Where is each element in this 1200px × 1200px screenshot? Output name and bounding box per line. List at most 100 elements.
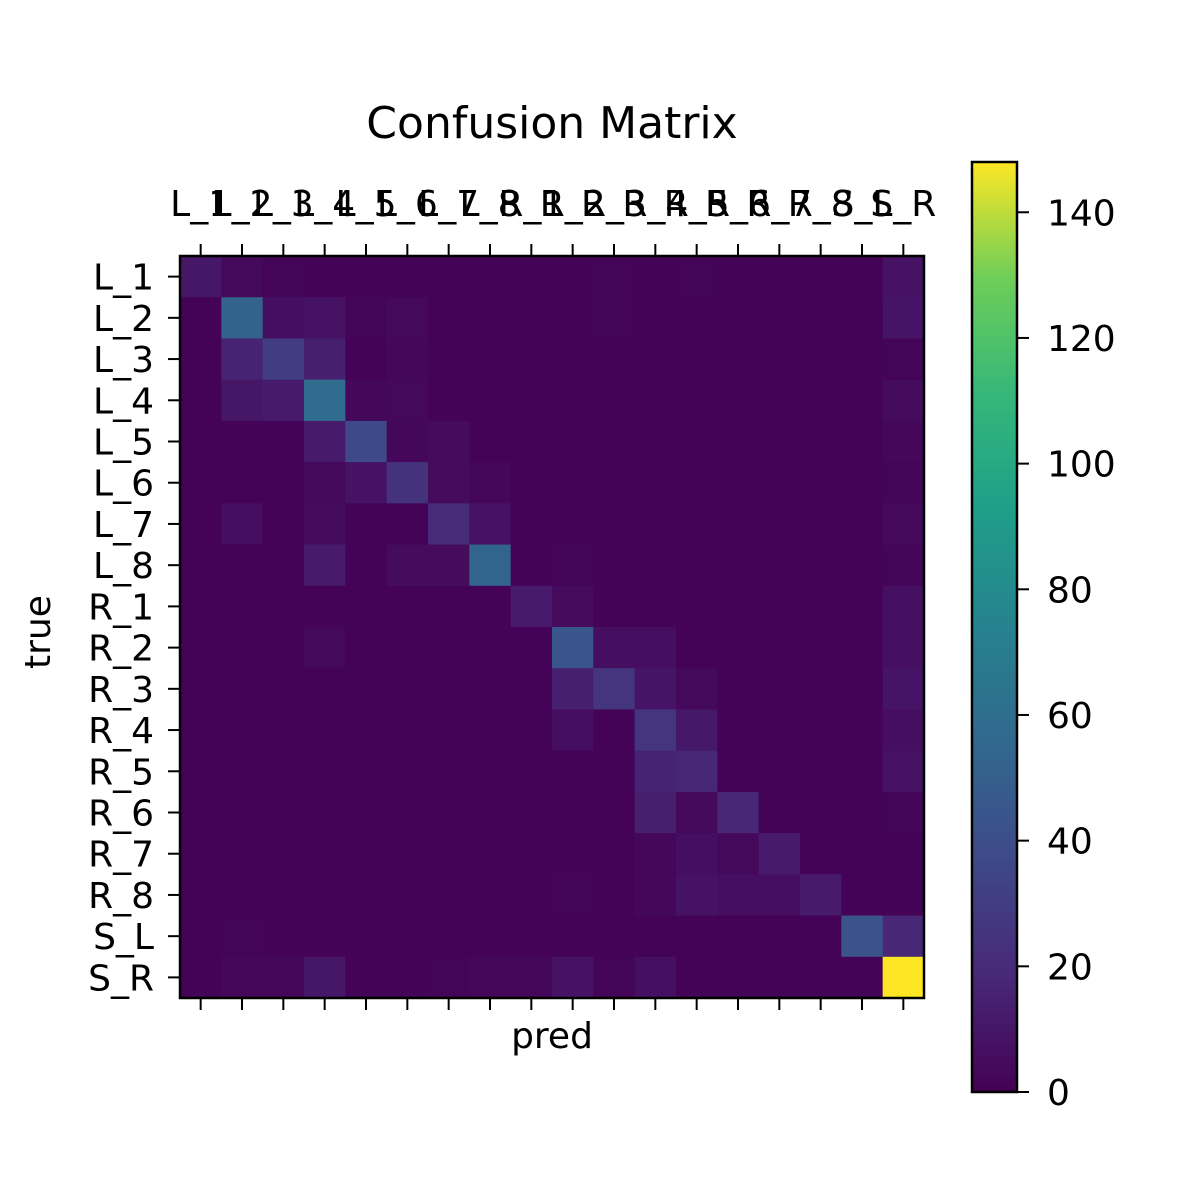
heatmap-cell xyxy=(717,503,760,546)
heatmap-cell xyxy=(510,915,553,958)
heatmap-cell xyxy=(841,462,884,504)
heatmap-cell xyxy=(428,874,470,917)
x-tick-label: R_2 xyxy=(540,184,606,225)
y-tick-label: L_7 xyxy=(93,505,154,546)
heatmap-cell xyxy=(469,420,512,463)
heatmap-cell xyxy=(841,833,884,875)
heatmap-cell xyxy=(717,915,760,958)
heatmap-cell xyxy=(841,874,884,917)
heatmap-cell xyxy=(552,297,594,340)
heatmap-cell xyxy=(428,956,470,999)
heatmap-cell xyxy=(386,544,429,587)
heatmap-cell xyxy=(510,338,553,381)
x-tick-label: L_2 xyxy=(212,184,273,225)
heatmap-cell xyxy=(800,915,842,958)
heatmap-cell xyxy=(180,462,222,504)
heatmap-cell xyxy=(882,874,925,917)
heatmap-cell xyxy=(758,503,801,546)
heatmap-cell xyxy=(345,297,388,340)
heatmap-cell xyxy=(386,585,429,628)
heatmap-cell xyxy=(676,915,718,958)
heatmap-cell xyxy=(593,915,636,958)
colorbar xyxy=(970,160,1019,1094)
heatmap-cell xyxy=(800,379,842,422)
heatmap-cell xyxy=(552,338,594,381)
heatmap-cell xyxy=(345,503,388,546)
heatmap-cell xyxy=(180,915,222,958)
x-tick-label: L_6 xyxy=(377,184,438,225)
heatmap-cell xyxy=(593,420,636,463)
heatmap-cell xyxy=(882,709,925,752)
heatmap-cell xyxy=(717,256,760,298)
heatmap-cell xyxy=(841,668,884,711)
heatmap-cell xyxy=(758,709,801,752)
heatmap-cell xyxy=(221,420,264,463)
heatmap-cell xyxy=(676,338,718,381)
heatmap-cell xyxy=(800,297,842,340)
heatmap-cell xyxy=(221,791,264,834)
x-tick-label: S_R xyxy=(870,184,936,225)
heatmap-cell xyxy=(676,956,718,999)
heatmap-cell xyxy=(428,379,470,422)
heatmap-cell xyxy=(676,379,718,422)
heatmap-cell xyxy=(593,503,636,546)
heatmap-cells xyxy=(180,256,925,999)
heatmap-cell xyxy=(593,544,636,587)
heatmap-cell xyxy=(717,874,760,917)
heatmap-cell xyxy=(634,833,677,875)
heatmap-cell xyxy=(428,297,470,340)
heatmap-cell xyxy=(345,956,388,999)
heatmap-cell xyxy=(676,627,718,669)
heatmap-cell xyxy=(882,297,925,340)
heatmap-cell xyxy=(758,297,801,340)
heatmap-cell xyxy=(882,503,925,546)
heatmap-cell xyxy=(800,627,842,669)
heatmap-cell xyxy=(386,750,429,793)
heatmap-cell xyxy=(676,544,718,587)
heatmap-cell xyxy=(428,462,470,504)
colorbar-tick-label: 120 xyxy=(1047,319,1116,360)
heatmap-cell xyxy=(180,338,222,381)
heatmap-cell xyxy=(180,379,222,422)
heatmap-cell xyxy=(593,256,636,298)
heatmap-cell xyxy=(180,256,222,298)
heatmap-cell xyxy=(800,585,842,628)
heatmap-cell xyxy=(593,709,636,752)
heatmap-cell xyxy=(180,420,222,463)
heatmap-cell xyxy=(221,915,264,958)
heatmap-cell xyxy=(717,956,760,999)
heatmap-cell xyxy=(882,750,925,793)
heatmap-cell xyxy=(800,791,842,834)
y-tick-label: R_2 xyxy=(88,629,154,670)
heatmap-cell xyxy=(262,338,305,381)
x-tick-label: R_3 xyxy=(581,184,647,225)
heatmap-cell xyxy=(510,627,553,669)
heatmap-cell xyxy=(800,420,842,463)
heatmap-cell xyxy=(758,750,801,793)
heatmap-cell xyxy=(717,297,760,340)
heatmap-cell xyxy=(717,750,760,793)
heatmap-cell xyxy=(593,627,636,669)
heatmap-cell xyxy=(758,833,801,875)
heatmap-cell xyxy=(262,544,305,587)
heatmap-cell xyxy=(593,668,636,711)
y-tick-label: R_4 xyxy=(88,711,154,752)
heatmap-cell xyxy=(841,627,884,669)
heatmap-cell xyxy=(717,791,760,834)
x-tick-label: R_5 xyxy=(664,184,730,225)
heatmap-cell xyxy=(800,956,842,999)
heatmap-cell xyxy=(552,544,594,587)
heatmap-cell xyxy=(882,544,925,587)
heatmap-cell xyxy=(386,297,429,340)
heatmap-cell xyxy=(758,585,801,628)
heatmap-cell xyxy=(841,750,884,793)
heatmap-cell xyxy=(882,668,925,711)
heatmap-cell xyxy=(593,833,636,875)
heatmap-cell xyxy=(428,709,470,752)
heatmap-cell xyxy=(593,297,636,340)
heatmap-cell xyxy=(428,338,470,381)
heatmap-cell xyxy=(469,791,512,834)
heatmap-cell xyxy=(841,379,884,422)
heatmap-cell xyxy=(221,462,264,504)
y-tick-label: R_7 xyxy=(88,835,154,876)
